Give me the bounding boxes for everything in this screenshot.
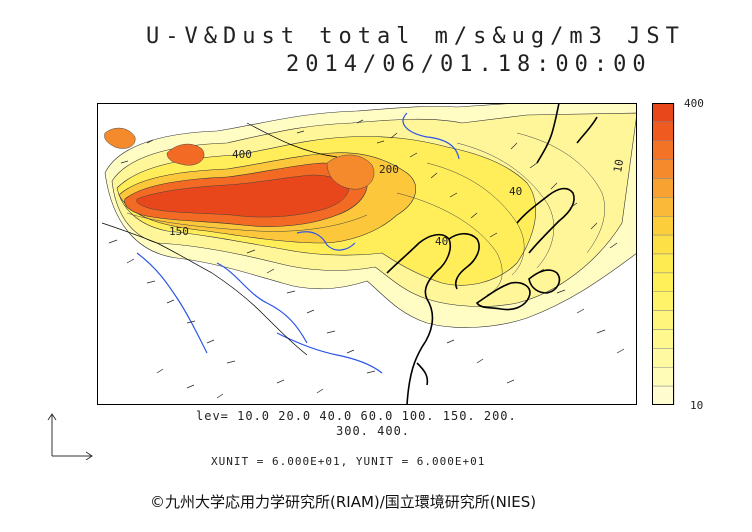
legend-swatch [652, 385, 675, 405]
legend-swatch [652, 272, 675, 292]
contour-label-400: 400 [232, 148, 252, 161]
dust-region-400 [136, 174, 350, 218]
legend-swatch [652, 216, 675, 236]
legend-swatch [652, 121, 675, 141]
dust-plume-east [326, 154, 375, 190]
legend-max-label: 400 [684, 97, 704, 110]
legend-swatch [652, 310, 675, 330]
legend-swatch [652, 253, 675, 274]
legend-swatch [652, 234, 675, 255]
legend-swatch [652, 140, 675, 160]
legend-border [652, 103, 674, 405]
legend-min-label: 10 [690, 399, 704, 412]
legend-swatch [652, 291, 675, 311]
levels-line-1: lev= 10.0 20.0 40.0 60.0 100. 150. 200. [196, 409, 517, 423]
unit-info: XUNIT = 6.000E+01, YUNIT = 6.000E+01 [211, 455, 486, 468]
legend-swatch [652, 159, 675, 179]
legend-swatch [652, 367, 675, 387]
legend-swatch [652, 197, 675, 217]
contour-label-200: 200 [379, 163, 399, 176]
dust-plume-north [166, 143, 205, 166]
contour-label-40a: 40 [509, 185, 522, 198]
legend-swatch [652, 178, 675, 198]
chart-timestamp: 2014/06/01.18:00:00 [286, 52, 652, 77]
dust-map: 150 400 200 40 40 10 [97, 103, 637, 405]
copyright-notice: ©九州大学応用力学研究所(RIAM)/国立環境研究所(NIES) [150, 493, 537, 511]
color-legend [652, 103, 675, 405]
levels-line-2: 300. 400. [336, 424, 411, 438]
legend-swatch [652, 103, 675, 123]
contour-label-150: 150 [169, 225, 189, 238]
legend-swatch [652, 329, 675, 349]
axis-indicator-icon [47, 413, 93, 460]
contour-label-40b: 40 [435, 235, 448, 248]
chart-title: U-V&Dust total m/s&ug/m3 JST [146, 24, 685, 49]
legend-swatch [652, 348, 675, 368]
dust-spot-nw [104, 127, 136, 149]
contour-label-10: 10 [611, 158, 626, 173]
